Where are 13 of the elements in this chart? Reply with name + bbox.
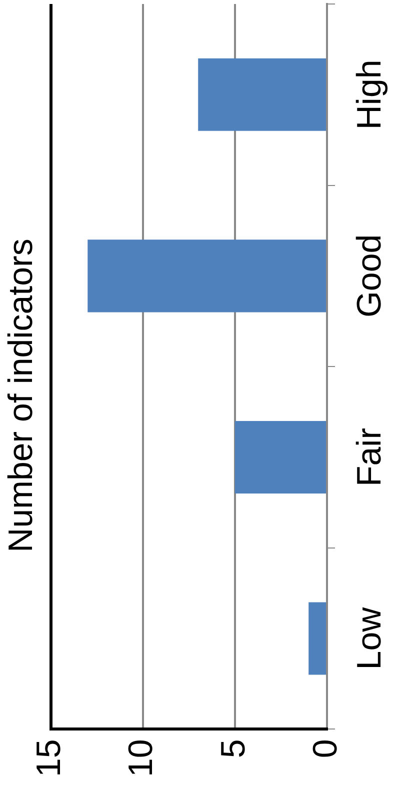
x-tick-label: 15 xyxy=(30,739,68,778)
bar xyxy=(308,602,326,675)
y-tick-label: Good xyxy=(350,234,388,318)
y-tick-label: Fair xyxy=(350,428,388,487)
bar xyxy=(234,420,326,494)
x-tick-label: 5 xyxy=(214,739,252,758)
x-tick-label: 0 xyxy=(306,739,344,758)
bar xyxy=(88,240,326,312)
bar xyxy=(198,58,326,131)
x-tick-label: 10 xyxy=(122,739,160,778)
text: Number of indicators xyxy=(2,238,40,552)
y-tick-label: Low xyxy=(350,606,388,670)
y-tick-label: High xyxy=(350,60,388,130)
